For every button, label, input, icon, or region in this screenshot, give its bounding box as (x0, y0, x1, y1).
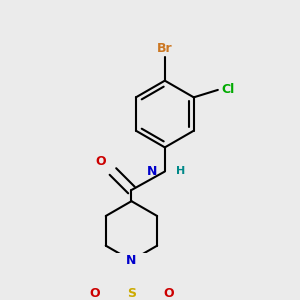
Text: Cl: Cl (221, 83, 235, 96)
Text: N: N (147, 165, 158, 178)
Text: H: H (176, 167, 185, 176)
Text: N: N (126, 254, 136, 267)
Text: O: O (95, 155, 106, 168)
Text: O: O (163, 287, 174, 300)
Text: S: S (127, 287, 136, 300)
Text: Br: Br (157, 42, 172, 55)
Text: O: O (89, 287, 100, 300)
